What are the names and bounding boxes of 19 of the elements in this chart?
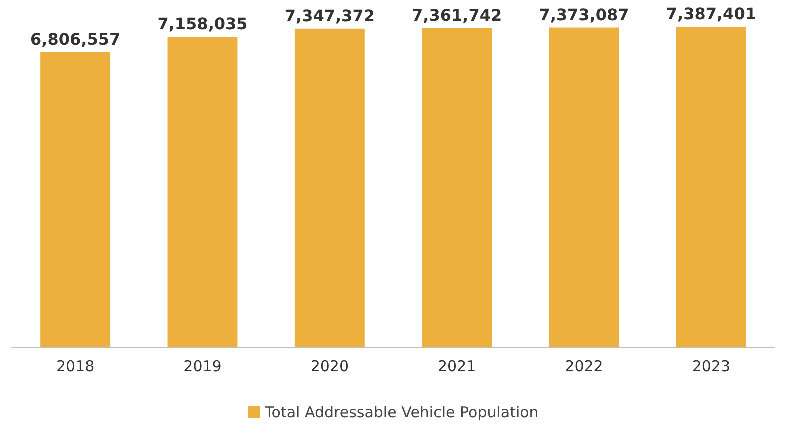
legend-label: Total Addressable Vehicle Population: [264, 404, 539, 422]
bar: [549, 28, 620, 347]
bar: [40, 52, 111, 347]
x-tick-label: 2021: [438, 358, 476, 376]
data-label: 7,387,401: [666, 4, 756, 24]
bar: [168, 37, 238, 347]
x-tick-label: 2019: [184, 358, 222, 376]
data-label: 7,361,742: [412, 6, 502, 25]
x-tick-label: 2020: [310, 358, 350, 376]
x-tick-label: 2023: [692, 358, 731, 376]
x-tick-label: 2018: [56, 358, 95, 376]
data-label: 6,806,557: [30, 30, 121, 49]
data-label: 7,347,372: [284, 6, 375, 26]
bar: [676, 27, 746, 347]
x-tick-label: 2022: [565, 358, 604, 376]
bar: [294, 28, 365, 347]
bar: [422, 28, 492, 347]
data-label: 7,373,087: [539, 5, 630, 24]
data-label: 7,158,035: [158, 14, 248, 34]
